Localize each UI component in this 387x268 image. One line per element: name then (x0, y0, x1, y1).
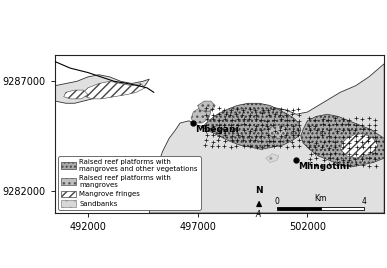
Polygon shape (268, 125, 288, 138)
Polygon shape (64, 90, 88, 99)
Text: Mlingotini: Mlingotini (299, 162, 350, 171)
Polygon shape (202, 103, 301, 149)
Polygon shape (198, 101, 215, 112)
Polygon shape (266, 154, 279, 162)
Text: Mbegani: Mbegani (195, 125, 239, 134)
Polygon shape (55, 75, 149, 103)
Polygon shape (301, 114, 384, 167)
Polygon shape (191, 108, 211, 123)
Text: 4: 4 (362, 197, 367, 206)
Text: N: N (255, 186, 263, 195)
Legend: Raised reef platforms with
mangroves and other vegetations, Raised reef platform: Raised reef platforms with mangroves and… (58, 156, 200, 210)
Text: 0: 0 (274, 197, 279, 206)
Polygon shape (84, 81, 145, 99)
Polygon shape (149, 64, 384, 213)
Polygon shape (340, 134, 378, 158)
Text: A: A (255, 210, 260, 219)
Text: Km: Km (314, 194, 327, 203)
